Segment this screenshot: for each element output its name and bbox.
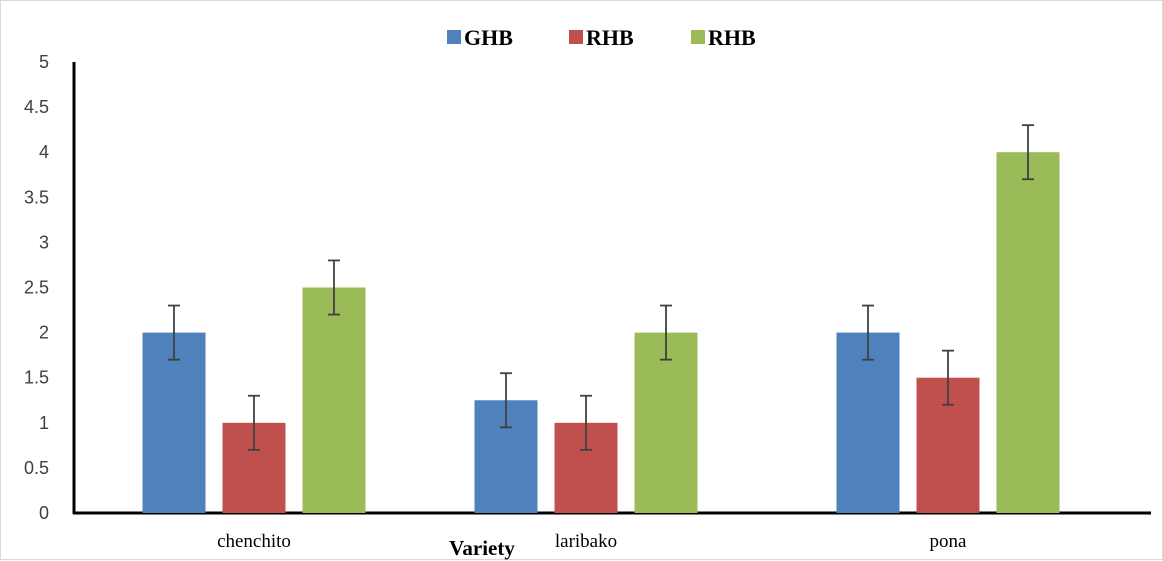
category-label: chenchito	[217, 531, 291, 552]
error-bars	[168, 124, 1034, 451]
error-bar	[328, 259, 340, 316]
legend-item: GHB	[447, 25, 513, 50]
error-bar	[500, 372, 512, 429]
error-bar	[168, 304, 180, 361]
y-tick-label: 4.5	[24, 97, 49, 117]
y-tick-label: 2	[39, 323, 49, 343]
bar	[142, 332, 206, 513]
y-tick-label: 3.5	[24, 187, 49, 207]
error-bar	[862, 304, 874, 361]
error-bar	[942, 349, 954, 406]
legend-swatch	[569, 30, 583, 44]
legend-label: GHB	[464, 25, 513, 50]
error-bar	[580, 394, 592, 451]
error-bar	[660, 304, 672, 361]
y-tick-label: 1.5	[24, 368, 49, 388]
y-tick-label: 0	[39, 503, 49, 523]
y-tick-label: 3	[39, 232, 49, 252]
legend-item: RHB	[691, 25, 756, 50]
category-label: laribako	[555, 531, 617, 552]
legend-label: RHB	[708, 25, 756, 50]
error-bar	[1022, 124, 1034, 181]
legend: GHB RHB RHB	[447, 25, 756, 50]
legend-item: RHB	[569, 25, 634, 50]
y-tick-label: 5	[39, 52, 49, 72]
bar	[302, 287, 366, 513]
legend-swatch	[691, 30, 705, 44]
category-labels: chenchito laribako pona	[217, 531, 967, 552]
y-tick-label: 1	[39, 413, 49, 433]
bars	[142, 152, 1060, 513]
legend-swatch	[447, 30, 461, 44]
bar	[996, 152, 1060, 513]
x-axis-label: Variety	[449, 536, 515, 560]
y-axis-ticks: 0 0.5 1 1.5 2 2.5 3 3.5 4 4.5 5	[24, 52, 49, 523]
bar	[634, 332, 698, 513]
error-bar	[248, 394, 260, 451]
legend-label: RHB	[586, 25, 634, 50]
bar	[836, 332, 900, 513]
y-tick-label: 0.5	[24, 458, 49, 478]
y-tick-label: 4	[39, 142, 49, 162]
category-label: pona	[930, 531, 968, 552]
y-tick-label: 2.5	[24, 278, 49, 298]
